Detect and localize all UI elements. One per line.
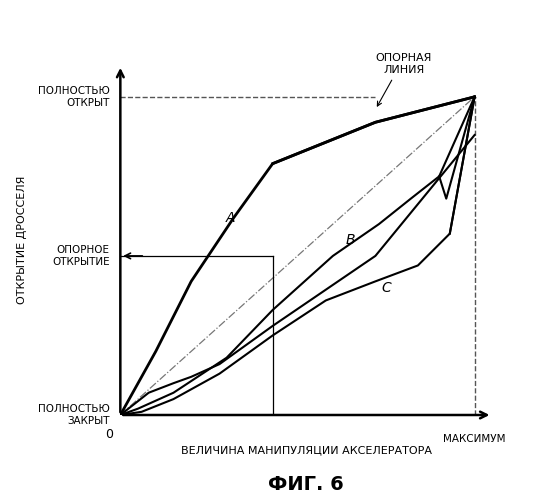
Text: ВЕЛИЧИНА МАНИПУЛЯЦИИ АКСЕЛЕРАТОРА: ВЕЛИЧИНА МАНИПУЛЯЦИИ АКСЕЛЕРАТОРА bbox=[181, 445, 432, 455]
Text: ОПОРНОЕ
ОТКРЫТИЕ: ОПОРНОЕ ОТКРЫТИЕ bbox=[52, 245, 110, 266]
Text: ОПОРНАЯ
ЛИНИЯ: ОПОРНАЯ ЛИНИЯ bbox=[376, 53, 432, 74]
Text: C: C bbox=[381, 280, 391, 294]
Text: A: A bbox=[225, 210, 235, 224]
Text: ФИГ. 6: ФИГ. 6 bbox=[269, 476, 344, 494]
Text: ПОЛНОСТЬЮ
ОТКРЫТ: ПОЛНОСТЬЮ ОТКРЫТ bbox=[38, 86, 110, 108]
Text: 0: 0 bbox=[105, 428, 113, 440]
Text: ПОЛНОСТЬЮ
ЗАКРЫТ: ПОЛНОСТЬЮ ЗАКРЫТ bbox=[38, 404, 110, 426]
Text: МАКСИМУМ: МАКСИМУМ bbox=[443, 434, 506, 444]
Text: ОТКРЫТИЕ ДРОССЕЛЯ: ОТКРЫТИЕ ДРОССЕЛЯ bbox=[17, 176, 27, 304]
Text: B: B bbox=[346, 233, 356, 247]
